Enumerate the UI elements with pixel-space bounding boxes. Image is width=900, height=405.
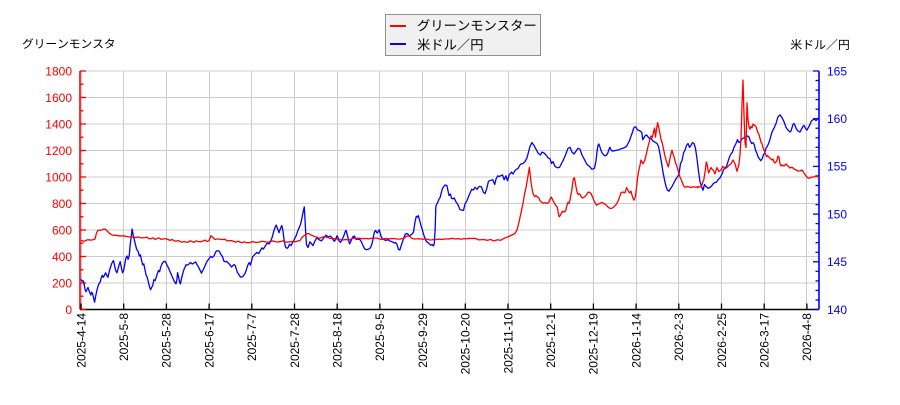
svg-text:400: 400	[52, 250, 72, 264]
svg-text:2026-4-8: 2026-4-8	[800, 313, 814, 361]
svg-text:2026-2-3: 2026-2-3	[672, 313, 686, 361]
svg-text:155: 155	[827, 160, 847, 174]
svg-text:2025-5-8: 2025-5-8	[117, 313, 131, 361]
svg-text:2025-8-18: 2025-8-18	[331, 313, 345, 368]
svg-text:1200: 1200	[45, 144, 72, 158]
svg-text:150: 150	[827, 207, 847, 221]
svg-text:2025-12-1: 2025-12-1	[544, 313, 558, 368]
svg-text:1600: 1600	[45, 91, 72, 105]
svg-text:200: 200	[52, 276, 72, 290]
svg-text:1800: 1800	[45, 64, 72, 78]
svg-text:160: 160	[827, 112, 847, 126]
svg-text:800: 800	[52, 197, 72, 211]
svg-text:2025-10-20: 2025-10-20	[459, 313, 473, 375]
svg-text:2025-7-28: 2025-7-28	[288, 313, 302, 368]
svg-text:2025-9-29: 2025-9-29	[416, 313, 430, 368]
svg-text:2025-12-19: 2025-12-19	[587, 313, 601, 375]
svg-text:2026-1-14: 2026-1-14	[629, 313, 643, 368]
svg-text:2025-5-28: 2025-5-28	[160, 313, 174, 368]
svg-text:140: 140	[827, 303, 847, 317]
svg-text:2025-4-14: 2025-4-14	[74, 313, 88, 368]
svg-text:2025-6-17: 2025-6-17	[202, 313, 216, 368]
svg-text:1400: 1400	[45, 117, 72, 131]
svg-text:2025-7-7: 2025-7-7	[245, 313, 259, 361]
svg-text:0: 0	[65, 303, 72, 317]
svg-text:2026-3-17: 2026-3-17	[758, 313, 772, 368]
svg-text:1000: 1000	[45, 170, 72, 184]
svg-text:600: 600	[52, 223, 72, 237]
svg-text:145: 145	[827, 255, 847, 269]
svg-text:165: 165	[827, 64, 847, 78]
svg-text:2025-11-10: 2025-11-10	[501, 313, 515, 374]
svg-text:2026-2-25: 2026-2-25	[715, 313, 729, 368]
svg-text:2025-9-5: 2025-9-5	[373, 313, 387, 361]
